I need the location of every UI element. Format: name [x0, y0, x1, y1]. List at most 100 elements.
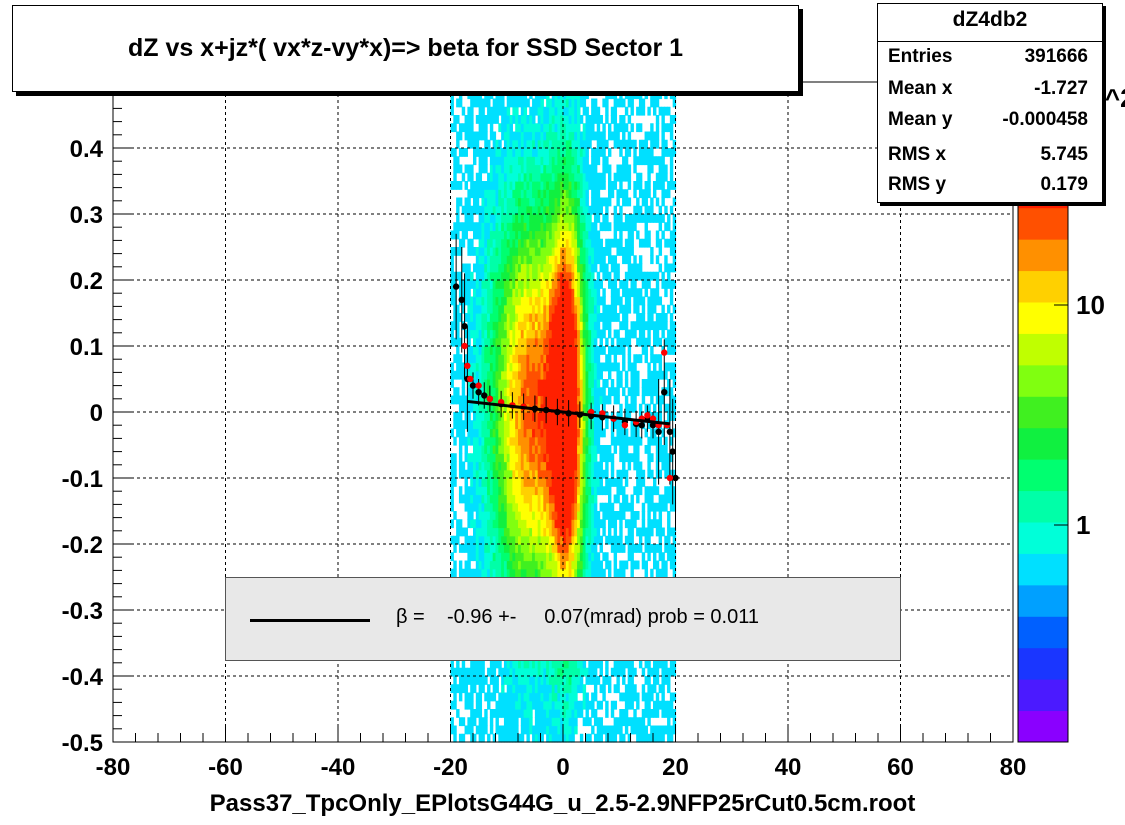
heatmap-cell	[461, 379, 466, 388]
heatmap-cell	[470, 733, 474, 743]
heatmap-cell	[641, 156, 646, 166]
heatmap-cell	[509, 420, 513, 430]
heatmap-cell	[526, 428, 530, 438]
heatmap-cell	[543, 568, 547, 578]
heatmap-cell	[616, 511, 620, 520]
heatmap-cell	[624, 717, 629, 727]
heatmap-cell	[568, 329, 573, 339]
heatmap-cell	[481, 106, 485, 116]
heatmap-cell	[520, 478, 525, 487]
heatmap-cell	[613, 115, 618, 124]
heatmap-cell	[571, 469, 575, 479]
heatmap-cell	[613, 263, 618, 273]
heatmap-cell	[503, 304, 508, 314]
heatmap-cell	[470, 502, 474, 512]
heatmap-cell	[512, 684, 516, 694]
heatmap-cell	[577, 676, 581, 685]
heatmap-cell	[565, 684, 570, 694]
heatmap-cell	[475, 362, 480, 372]
heatmap-cell	[563, 313, 567, 322]
heatmap-cell	[593, 156, 598, 166]
heatmap-cell	[636, 733, 640, 743]
heatmap-cell	[557, 692, 561, 702]
heatmap-cell	[627, 502, 632, 512]
heatmap-cell	[515, 296, 519, 306]
heatmap-cell	[588, 511, 592, 520]
heatmap-cell	[571, 288, 575, 298]
heatmap-cell	[633, 205, 637, 215]
heatmap-cell	[650, 379, 654, 388]
heatmap-cell	[546, 238, 550, 248]
heatmap-cell	[534, 560, 539, 570]
heatmap-cell	[470, 329, 474, 339]
heatmap-cell	[506, 552, 511, 562]
heatmap-cell	[633, 164, 637, 174]
heatmap-cell	[619, 214, 623, 223]
heatmap-cell	[526, 313, 530, 322]
heatmap-cell	[518, 222, 522, 232]
heatmap-cell	[489, 222, 494, 232]
heatmap-cell	[602, 321, 606, 331]
heatmap-cell	[509, 560, 513, 570]
heatmap-cell	[534, 354, 539, 364]
heatmap-cell	[633, 709, 637, 718]
heatmap-cell	[512, 98, 516, 108]
heatmap-cell	[518, 387, 522, 397]
heatmap-cell	[540, 313, 544, 322]
heatmap-cell	[571, 395, 575, 405]
heatmap-cell	[473, 445, 477, 454]
heatmap-cell	[661, 560, 665, 570]
heatmap-cell	[492, 148, 497, 157]
heatmap-cell	[495, 659, 499, 669]
heatmap-cell	[518, 115, 522, 124]
heatmap-cell	[475, 535, 480, 545]
heatmap-cell	[610, 453, 615, 463]
heatmap-cell	[602, 346, 606, 355]
heatmap-cell	[636, 181, 640, 190]
heatmap-cell	[658, 181, 663, 190]
heatmap-cell	[470, 461, 474, 471]
heatmap-cell	[551, 519, 556, 529]
heatmap-cell	[470, 395, 474, 405]
heatmap-cell	[458, 684, 463, 694]
heatmap-cell	[636, 296, 640, 306]
heatmap-cell	[644, 238, 648, 248]
heatmap-cell	[608, 222, 612, 232]
heatmap-cell	[509, 486, 513, 496]
heatmap-cell	[503, 469, 508, 479]
heatmap-cell	[453, 164, 457, 174]
heatmap-cell	[599, 370, 603, 380]
heatmap-cell	[520, 123, 525, 133]
heatmap-cell	[450, 370, 454, 380]
heatmap-cell	[473, 362, 477, 372]
heatmap-cell	[506, 535, 511, 545]
heatmap-cell	[492, 478, 497, 487]
heatmap-cell	[532, 544, 536, 553]
heatmap-cell	[506, 230, 511, 240]
heatmap-cell	[588, 420, 592, 430]
heatmap-cell	[591, 123, 595, 133]
heatmap-cell	[650, 733, 654, 743]
heatmap-cell	[532, 412, 536, 421]
heatmap-cell	[489, 676, 494, 685]
heatmap-cell	[571, 659, 575, 669]
heatmap-cell	[624, 189, 629, 199]
heatmap-cell	[563, 337, 567, 347]
heatmap-cell	[489, 568, 494, 578]
heatmap-cell	[509, 321, 513, 331]
heatmap-cell	[616, 271, 620, 281]
heatmap-cell	[548, 139, 553, 149]
heatmap-cell	[638, 238, 643, 248]
heatmap-cell	[515, 288, 519, 298]
heatmap-cell	[548, 115, 553, 124]
heatmap-cell	[458, 288, 463, 298]
heatmap-cell	[484, 181, 488, 190]
heatmap-cell	[478, 164, 483, 174]
heatmap-cell	[664, 667, 668, 677]
heatmap-cell	[588, 568, 592, 578]
heatmap-cell	[579, 255, 584, 265]
heatmap-cell	[655, 461, 660, 471]
heatmap-cell	[622, 115, 626, 124]
heatmap-cell	[461, 544, 466, 553]
heatmap-cell	[574, 263, 578, 273]
